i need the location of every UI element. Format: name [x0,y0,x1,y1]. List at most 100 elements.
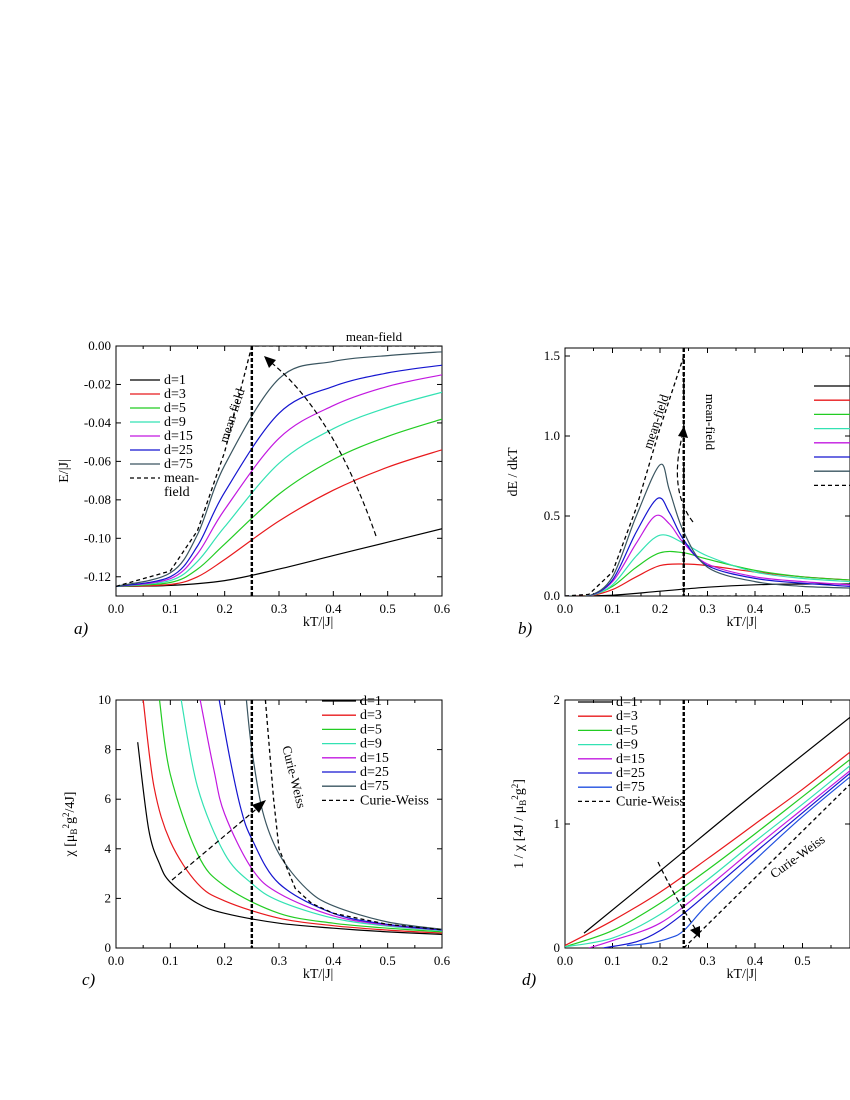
series-line-d-75 [565,463,850,596]
panel-label: a) [74,619,89,638]
legend-label: d=15 [616,752,645,767]
y-tick-label: -0.12 [84,569,111,584]
x-axis-label: kT/|J| [726,615,757,630]
y-tick-label: 0.5 [544,508,560,523]
y-axis-label-part: ] [512,779,527,784]
x-tick-label: 0.0 [557,953,573,968]
x-tick-label: 0.1 [162,601,178,616]
y-axis-label-part: /4J] [63,792,78,813]
series-line-d-3 [142,700,442,934]
panel-label: b) [518,619,533,638]
trend-arrow-head [264,356,276,368]
series-line-d-5 [158,700,442,933]
series-line-d-25 [602,772,850,948]
legend-label: d=25 [360,765,389,780]
series-line-mean-field [565,355,850,596]
y-tick-label: -0.08 [84,492,111,507]
chart-panel-a: 0.0 0.1 0.2 0.3 0.4 0.5 0.6 0.00 -0.02 -0.04 -0.06… [57,338,451,638]
x-tick-label: 0.5 [794,601,810,616]
x-tick-label: 0.3 [699,953,715,968]
y-axis-label-part: g [63,817,78,824]
series-line-curie-weiss [264,700,442,931]
chart-panel-d: 0.0 0.1 0.2 0.3 0.4 0.5 0 1 2 kT/|J| 1 / χ [4J / μ… [510,692,850,989]
legend-label: d=75 [616,780,645,795]
x-tick-label: 0.4 [747,601,764,616]
y-tick-label: 0 [105,940,112,955]
trend-arrow [267,359,377,537]
y-axis-label: 1 / χ [4J / μB2g2] [510,779,528,869]
y-tick-label: 6 [105,791,112,806]
series-line-d-1 [137,742,442,935]
y-tick-label: 4 [105,841,112,856]
x-tick-label: 0.3 [271,953,287,968]
y-axis-label-part: g [512,788,527,795]
series-group [565,716,850,948]
y-axis-label-part: 1 / χ [4J / μ [512,806,527,869]
legend-label: d=1 [616,695,638,710]
x-tick-label: 0.1 [604,953,620,968]
series-line-d-9 [180,700,442,932]
x-tick-label: 0.6 [434,601,451,616]
x-tick-label: 0.4 [747,953,764,968]
trend-arrow [676,432,694,523]
legend-label: d=25 [164,443,193,458]
y-axis-label-part: B [69,829,79,835]
series-line-curie-weiss [683,783,850,948]
series-line-d-9 [565,534,850,596]
y-tick-label: 1 [554,816,561,831]
y-axis-label-part: 2 [510,784,520,789]
x-tick-label: 0.2 [217,601,233,616]
series-line-d-1 [583,716,850,934]
series-line-d-9 [116,391,442,587]
series-line-d-75 [626,776,850,947]
y-tick-label: -0.02 [84,376,111,391]
y-tick-label: 10 [98,692,111,707]
y-axis-label: dE / dkT [506,447,521,496]
series-line-d-25 [565,497,850,596]
legend-label: field [164,485,190,500]
plot-frame [564,699,850,949]
series-group [565,355,850,596]
x-tick-label: 0.0 [108,953,124,968]
series-group [137,700,442,935]
series-line-d-9 [565,765,850,948]
trend-arrow-head [252,800,266,813]
y-axis-label: E/|J| [57,459,72,483]
series-line-d-5 [116,418,442,587]
legend-label: d=3 [164,387,186,402]
trend-arrow [657,861,697,931]
series-line-d-1 [565,583,850,596]
legend-label: mean- [164,471,199,486]
legend-label: d=1 [164,373,186,388]
legend-label: d=9 [616,738,638,753]
y-tick-label: 2 [554,692,561,707]
annotation-curie-weiss: Curie-Weiss [767,831,828,881]
x-tick-label: 0.5 [380,601,396,616]
y-tick-label: 0.00 [88,338,111,353]
y-tick-label: 2 [105,890,112,905]
legend-label: d=25 [616,766,645,781]
x-tick-label: 0.3 [271,601,287,616]
trend-arrow [171,805,261,881]
y-axis-label: χ [μB2g2/4J] [61,792,79,858]
series-line-d-15 [588,770,850,948]
legend-label: Curie-Weiss [360,793,429,808]
legend-label: d=3 [360,708,382,723]
x-tick-label: 0.0 [557,601,573,616]
series-line-d-15 [116,374,442,587]
trend-arrow-head [690,926,700,938]
x-tick-label: 0.2 [217,953,233,968]
x-tick-label: 0.4 [325,601,342,616]
y-tick-label: -0.04 [84,415,112,430]
x-tick-label: 0.2 [652,953,668,968]
series-line-d-1 [116,528,442,587]
x-axis-label: kT/|J| [303,615,334,630]
series-line-d-15 [199,700,442,931]
annotation-mean-field-side: mean-field [640,392,672,451]
annotation-curie-weiss: Curie-Weiss [279,744,309,810]
series-line-d-75 [116,351,442,587]
x-axis-label: kT/|J| [726,967,757,982]
